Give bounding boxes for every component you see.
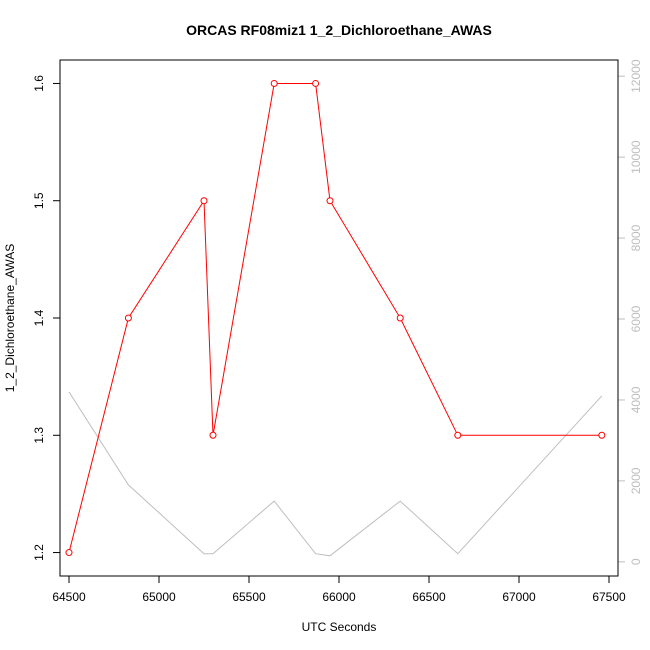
series-layer <box>65 79 606 557</box>
y-axis-label: 1_2_Dichloroethane_AWAS <box>3 244 17 393</box>
data-point-0-6 <box>326 197 334 205</box>
data-point-0-0 <box>65 549 73 557</box>
y-tick-label-0: 1.2 <box>32 544 46 561</box>
x-tick-label-0: 64500 <box>52 590 86 604</box>
data-point-0-1 <box>124 314 132 322</box>
plot-frame <box>59 59 619 577</box>
data-point-0-3 <box>209 431 217 439</box>
y-tick-label-1: 1.3 <box>32 427 46 444</box>
axes-layer: 64500 65000 65500 66000 66500 67000 67500 1.2 1.… <box>32 59 643 604</box>
x-tick-label-1: 65000 <box>142 590 176 604</box>
y2-tick-label-6: 12000 <box>629 59 643 93</box>
y-tick-label-3: 1.5 <box>32 192 46 209</box>
y2-tick-label-4: 8000 <box>629 224 643 251</box>
series-line-1 <box>68 391 603 557</box>
y2-tick-label-0: 0 <box>629 558 643 565</box>
x-tick-label-2: 65500 <box>232 590 266 604</box>
data-point-0-4 <box>270 79 278 87</box>
data-point-0-8 <box>454 431 462 439</box>
y2-tick-label-2: 4000 <box>629 386 643 413</box>
data-point-0-7 <box>396 314 404 322</box>
data-point-0-9 <box>598 431 606 439</box>
y2-tick-label-1: 2000 <box>629 467 643 494</box>
x-tick-label-5: 67000 <box>502 590 536 604</box>
y-tick-label-4: 1.6 <box>32 75 46 92</box>
y2-tick-label-3: 6000 <box>629 305 643 332</box>
x-axis-label: UTC Seconds <box>302 620 377 634</box>
chart-title: ORCAS RF08miz1 1_2_Dichloroethane_AWAS <box>186 22 492 38</box>
series-line-0 <box>68 83 602 553</box>
x-tick-label-3: 66000 <box>322 590 356 604</box>
y-tick-label-2: 1.4 <box>32 309 46 326</box>
x-tick-label-6: 67500 <box>592 590 626 604</box>
data-point-0-5 <box>312 79 320 87</box>
x-tick-label-4: 66500 <box>412 590 446 604</box>
data-point-0-2 <box>200 197 208 205</box>
y2-tick-label-5: 10000 <box>629 140 643 174</box>
